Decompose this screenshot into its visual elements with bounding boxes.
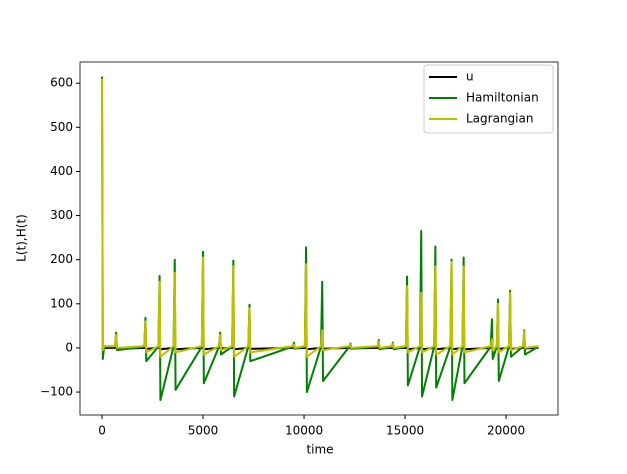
y-tick-label: 500: [50, 120, 73, 134]
x-tick-label: 20000: [487, 424, 525, 438]
x-tick-label: 5000: [188, 424, 219, 438]
x-axis-label: time: [306, 443, 333, 457]
x-tick-label: 10000: [285, 424, 323, 438]
y-tick-label: 0: [65, 340, 73, 354]
legend-label: Hamiltonian: [466, 91, 539, 105]
line: [101, 78, 539, 358]
legend-label: Lagrangian: [466, 112, 533, 126]
x-tick-label: 0: [98, 424, 106, 438]
y-tick-label: 600: [50, 76, 73, 90]
y-tick-label: −100: [40, 385, 73, 399]
y-tick-label: 100: [50, 296, 73, 310]
y-tick-label: 400: [50, 164, 73, 178]
y-tick-label: 200: [50, 252, 73, 266]
y-axis-label: L(t),H(t): [15, 214, 29, 262]
y-tick-label: 300: [50, 208, 73, 222]
legend-label: u: [466, 70, 474, 84]
x-tick-label: 15000: [386, 424, 424, 438]
legend-box: [423, 64, 554, 134]
plot-frame: [79, 61, 559, 416]
